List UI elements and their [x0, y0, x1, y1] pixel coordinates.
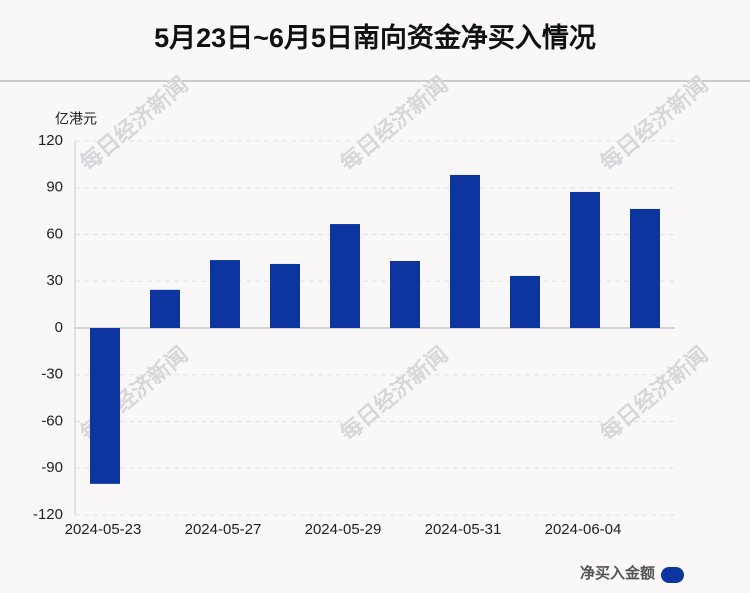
- y-tick-label: 30: [46, 272, 63, 289]
- bar: [630, 208, 660, 328]
- bar: [90, 328, 120, 484]
- y-tick-label: -30: [41, 366, 63, 383]
- bar: [150, 289, 180, 328]
- chart-title: 5月23日~6月5日南向资金净买入情况: [154, 22, 596, 53]
- x-tick-label: 2024-05-29: [305, 521, 382, 538]
- x-tick-label: 2024-05-23: [65, 521, 142, 538]
- bar: [570, 191, 600, 328]
- y-tick-label: 90: [46, 179, 63, 196]
- y-axis-label: 亿港元: [55, 111, 97, 127]
- y-tick-label: -90: [41, 459, 63, 476]
- y-tick-label: -60: [41, 412, 63, 429]
- bar: [390, 260, 420, 328]
- y-tick-label: 0: [55, 319, 63, 336]
- bar: [270, 263, 300, 328]
- bar: [330, 224, 360, 328]
- bar: [210, 260, 240, 328]
- legend-swatch: [661, 567, 684, 583]
- bar: [510, 275, 540, 328]
- bar: [450, 174, 480, 328]
- x-tick-label: 2024-05-31: [425, 521, 502, 538]
- x-tick-label: 2024-05-27: [185, 521, 262, 538]
- y-tick-label: -120: [33, 506, 63, 523]
- y-tick-label: 60: [46, 225, 63, 242]
- y-tick-label: 120: [38, 132, 63, 149]
- x-tick-label: 2024-06-04: [545, 521, 622, 538]
- legend-label: 净买入金额: [580, 564, 655, 582]
